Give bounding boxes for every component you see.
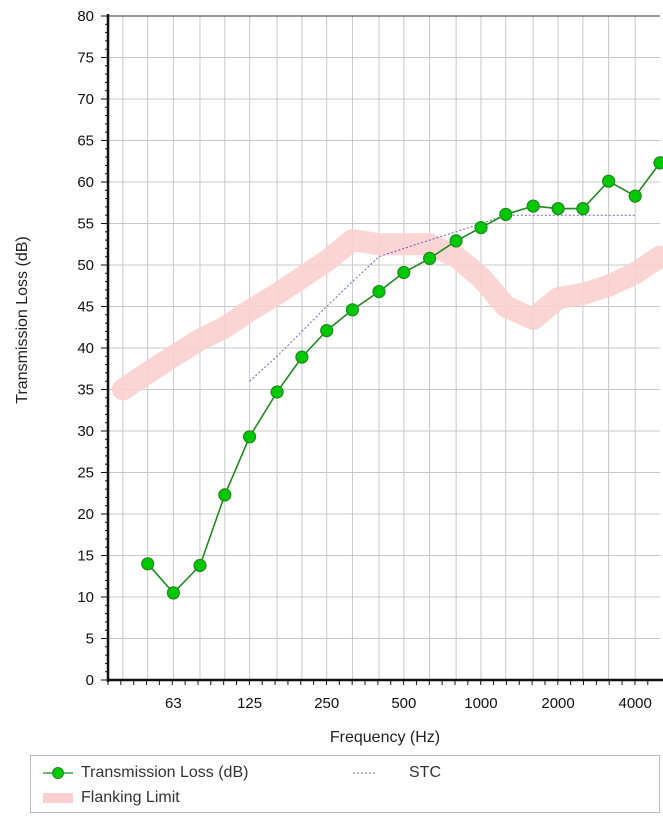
x-tick-label: 500 <box>391 695 416 712</box>
y-tick-label: 60 <box>77 174 94 191</box>
transmission-loss-point <box>243 430 257 444</box>
y-tick-label: 55 <box>77 216 94 233</box>
x-tick-label: 63 <box>165 695 182 712</box>
legend-item-stc: STC <box>351 764 441 782</box>
transmission-loss-point <box>345 303 359 317</box>
y-tick-label: 45 <box>77 299 94 316</box>
x-tick-label: 250 <box>314 695 339 712</box>
transmission-loss-point <box>628 189 642 203</box>
transmission-loss-point <box>218 488 232 502</box>
transmission-loss-series <box>141 156 663 600</box>
transmission-loss-point <box>166 586 180 600</box>
y-tick-label: 75 <box>77 50 94 67</box>
y-tick-label: 35 <box>77 382 94 399</box>
transmission-loss-point <box>397 265 411 280</box>
y-axis-title: Transmission Loss (dB) <box>14 236 31 403</box>
transmission-loss-point <box>653 156 663 170</box>
y-tick-label: 20 <box>77 506 94 523</box>
legend-label-stc: STC <box>409 764 441 781</box>
legend-item-transmission-loss: Transmission Loss (dB) <box>43 764 248 782</box>
stc-line <box>249 214 636 382</box>
y-tick-label: 0 <box>86 672 94 689</box>
legend-label-transmission-loss: Transmission Loss (dB) <box>81 764 249 781</box>
transmission-loss-point <box>372 285 386 299</box>
y-tick-label: 70 <box>77 91 94 108</box>
transmission-loss-point <box>576 202 590 216</box>
transmission-loss-point <box>423 251 437 265</box>
chart: 0 5 10 15 20 25 30 35 40 45 50 55 60 65 70 75 80 63 125 25… <box>14 8 663 746</box>
y-tick-label: 65 <box>77 133 94 150</box>
y-tick-label: 40 <box>77 340 94 357</box>
x-tick-label: 125 <box>237 695 262 712</box>
stc-series <box>249 214 636 382</box>
y-tick-label: 10 <box>77 589 94 606</box>
transmission-loss-point <box>601 174 616 188</box>
transmission-loss-point <box>193 558 207 573</box>
y-tick-label: 50 <box>77 257 94 274</box>
transmission-loss-point <box>449 234 463 248</box>
transmission-loss-point <box>474 221 488 235</box>
y-tick-label: 80 <box>77 8 94 25</box>
transmission-loss-point <box>270 385 284 399</box>
y-tick-label: 30 <box>77 423 94 440</box>
y-tick-label: 5 <box>86 631 94 648</box>
transmission-loss-point <box>295 350 309 364</box>
flanking-limit-legend-marker <box>43 793 73 803</box>
y-tick-label: 15 <box>77 548 94 565</box>
x-tick-label: 2000 <box>541 695 574 712</box>
x-tick-labels: 63 125 250 500 1000 2000 4000 <box>165 695 652 712</box>
y-tick-label: 25 <box>77 465 94 482</box>
stc-legend-marker <box>353 772 377 774</box>
transmission-loss-legend-marker <box>43 767 73 779</box>
x-tick-label: 4000 <box>618 695 651 712</box>
legend: Transmission Loss (dB) STC Flanking Limi… <box>30 755 660 813</box>
transmission-loss-point <box>320 324 334 338</box>
legend-item-flanking-limit: Flanking Limit <box>43 789 180 807</box>
flanking-limit-band <box>111 229 663 401</box>
flanking-limit-line <box>111 229 663 401</box>
legend-label-flanking-limit: Flanking Limit <box>81 789 180 806</box>
transmission-loss-point <box>526 199 540 213</box>
x-axis-title: Frequency (Hz) <box>330 729 440 746</box>
x-tick-label: 1000 <box>464 695 497 712</box>
transmission-loss-point <box>499 207 513 221</box>
transmission-loss-point <box>551 202 565 216</box>
y-tick-labels: 0 5 10 15 20 25 30 35 40 45 50 55 60 65 70 75 80 <box>77 8 94 689</box>
axes <box>101 14 663 685</box>
transmission-loss-point <box>141 557 155 571</box>
